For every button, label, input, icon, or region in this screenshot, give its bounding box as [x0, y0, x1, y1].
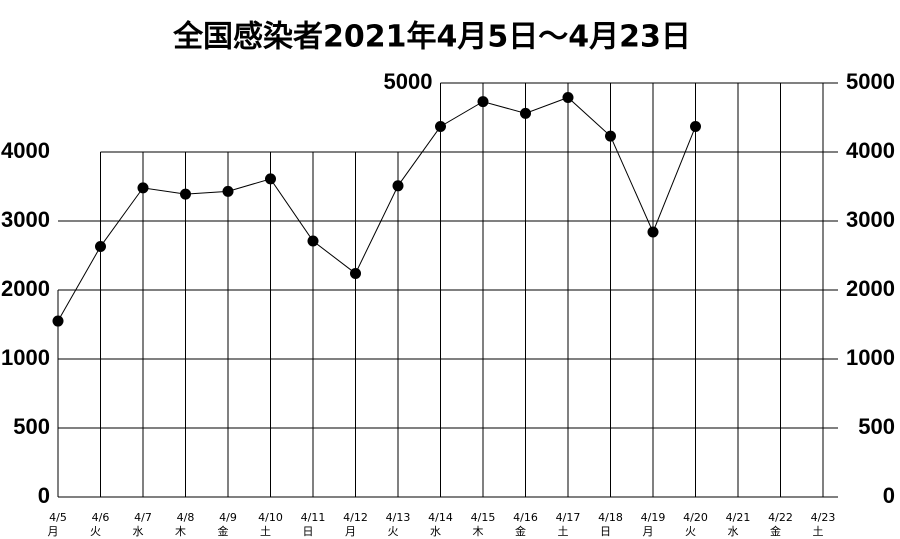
weekday-label: 月 [643, 525, 654, 538]
y2-tick-label: 4000 [846, 138, 895, 163]
x-tick-label: 4/5 [49, 511, 67, 524]
weekday-label: 土 [558, 525, 569, 538]
y2-tick-label: 500 [858, 414, 895, 439]
x-tick-label: 4/12 [343, 511, 368, 524]
weekday-label: 日 [303, 525, 314, 538]
data-point [690, 120, 701, 132]
weekday-label: 火 [388, 525, 399, 538]
x-tick-label: 4/7 [134, 511, 152, 524]
weekday-label: 土 [813, 525, 824, 538]
weekday-label: 水 [133, 525, 144, 538]
data-point [180, 188, 191, 200]
x-tick-label: 4/20 [683, 511, 708, 524]
data-point [265, 173, 276, 185]
weekday-label: 木 [473, 525, 484, 538]
weekday-label: 金 [770, 524, 781, 538]
x-tick-label: 4/9 [219, 511, 237, 524]
y-tick-label: 3000 [1, 207, 50, 232]
x-tick-label: 4/6 [92, 511, 110, 524]
weekday-label: 木 [175, 525, 186, 538]
data-point [562, 91, 574, 103]
x-tick-label: 4/19 [641, 511, 666, 524]
weekday-label: 月 [48, 525, 59, 538]
x-tick-label: 4/13 [386, 511, 411, 524]
data-point [95, 241, 106, 253]
weekday-label: 金 [515, 524, 526, 538]
weekday-label: 水 [728, 525, 739, 538]
series-line [57, 96, 696, 322]
x-tick-label: 4/17 [556, 511, 581, 524]
x-tick-label: 4/8 [177, 511, 195, 524]
weekday-label: 土 [260, 525, 271, 538]
data-point [435, 120, 446, 132]
data-point [605, 130, 616, 142]
x-tick-label: 4/18 [598, 511, 623, 524]
data-point [52, 315, 64, 327]
weekday-label: 水 [430, 525, 441, 538]
x-tick-label: 4/14 [428, 511, 453, 524]
x-tick-label: 4/22 [768, 511, 793, 524]
data-point [477, 96, 489, 108]
data-point [137, 182, 149, 194]
y2-tick-label: 1000 [846, 345, 895, 370]
y-tick-label: 2000 [1, 276, 50, 301]
y2-tick-label: 3000 [846, 207, 895, 232]
data-point [222, 185, 234, 197]
x-tick-label: 4/21 [726, 511, 751, 524]
y-tick-label: 5000 [384, 69, 433, 94]
x-tick-label: 4/23 [811, 511, 836, 524]
chart-title: 全国感染者2021年4月5日～4月23日 [172, 20, 691, 55]
data-point [392, 180, 404, 192]
x-tick-label: 4/15 [471, 511, 496, 524]
weekday-label: 火 [90, 525, 101, 538]
y-tick-label: 500 [13, 414, 50, 439]
y2-tick-label: 5000 [846, 69, 895, 94]
weekday-label: 月 [345, 525, 356, 538]
y2-tick-label: 2000 [846, 276, 895, 301]
x-tick-label: 4/11 [301, 511, 326, 524]
weekday-label: 日 [600, 525, 611, 538]
data-point [307, 235, 319, 247]
x-tick-label: 4/10 [258, 511, 283, 524]
y-tick-label: 4000 [1, 138, 50, 163]
data-point [520, 107, 531, 119]
y-tick-label: 1000 [1, 345, 50, 370]
data-point [647, 226, 659, 238]
weekday-label: 金 [218, 524, 229, 538]
weekday-label: 火 [685, 525, 696, 538]
y2-tick-label: 0 [883, 483, 895, 508]
x-tick-label: 4/16 [513, 511, 538, 524]
data-point [350, 267, 361, 279]
y-tick-label: 0 [38, 483, 50, 508]
